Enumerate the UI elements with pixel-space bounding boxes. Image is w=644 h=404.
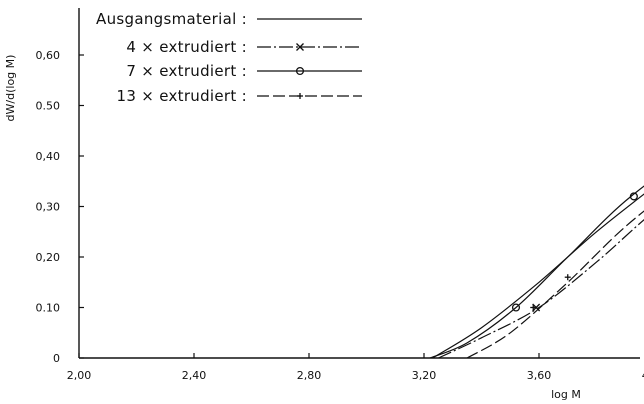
y-tick-label: 0,40 bbox=[36, 150, 61, 163]
legend: Ausgangsmaterial : 4 × extrudiert : 7 × … bbox=[96, 10, 362, 105]
x-axis-label: log M bbox=[551, 388, 581, 401]
legend-marker-2 bbox=[295, 66, 305, 76]
data-point-s3-1 bbox=[564, 274, 571, 281]
x-tick-label: 4,00 bbox=[642, 369, 644, 382]
legend-label-7x: 7 × extrudiert : bbox=[126, 62, 247, 80]
y-tick-label: 0,60 bbox=[36, 49, 61, 62]
data-point-s3-0 bbox=[530, 304, 537, 311]
series-line-0 bbox=[432, 193, 644, 359]
y-tick-label: 0.10 bbox=[36, 302, 61, 315]
x-tick-label: 2,40 bbox=[182, 369, 207, 382]
x-tick-label: 3,60 bbox=[527, 369, 552, 382]
axes bbox=[78, 8, 640, 359]
legend-label-4x: 4 × extrudiert : bbox=[126, 38, 247, 56]
data-point-s2-0 bbox=[511, 303, 521, 312]
y-ticks: 0 0.10 0,20 0,30 0,40 0.50 0,60 bbox=[36, 49, 84, 365]
x-tick-label: 3,20 bbox=[412, 369, 437, 382]
series-line-2 bbox=[429, 185, 644, 359]
series-line-3 bbox=[466, 210, 644, 359]
x-tick-label: 2,80 bbox=[297, 369, 322, 382]
y-tick-label: 0.50 bbox=[36, 100, 61, 113]
x-tick-label: 2,00 bbox=[67, 369, 92, 382]
legend-label-ausgangsmaterial: Ausgangsmaterial : bbox=[96, 10, 247, 28]
y-tick-label: 0 bbox=[53, 352, 60, 365]
legend-marker-3 bbox=[297, 93, 303, 99]
series-group bbox=[429, 185, 644, 359]
y-tick-label: 0,20 bbox=[36, 251, 61, 264]
x-ticks: 2,002,402,803,203,604,004,404,805,205,60… bbox=[67, 353, 644, 382]
data-point-s2-1 bbox=[629, 192, 638, 201]
legend-label-13x: 13 × extrudiert : bbox=[117, 87, 247, 105]
y-tick-label: 0,30 bbox=[36, 201, 61, 214]
y-axis-label: dW/d(log M) bbox=[4, 55, 17, 122]
series-line-1 bbox=[438, 219, 644, 359]
legend-marker-1 bbox=[296, 43, 304, 51]
